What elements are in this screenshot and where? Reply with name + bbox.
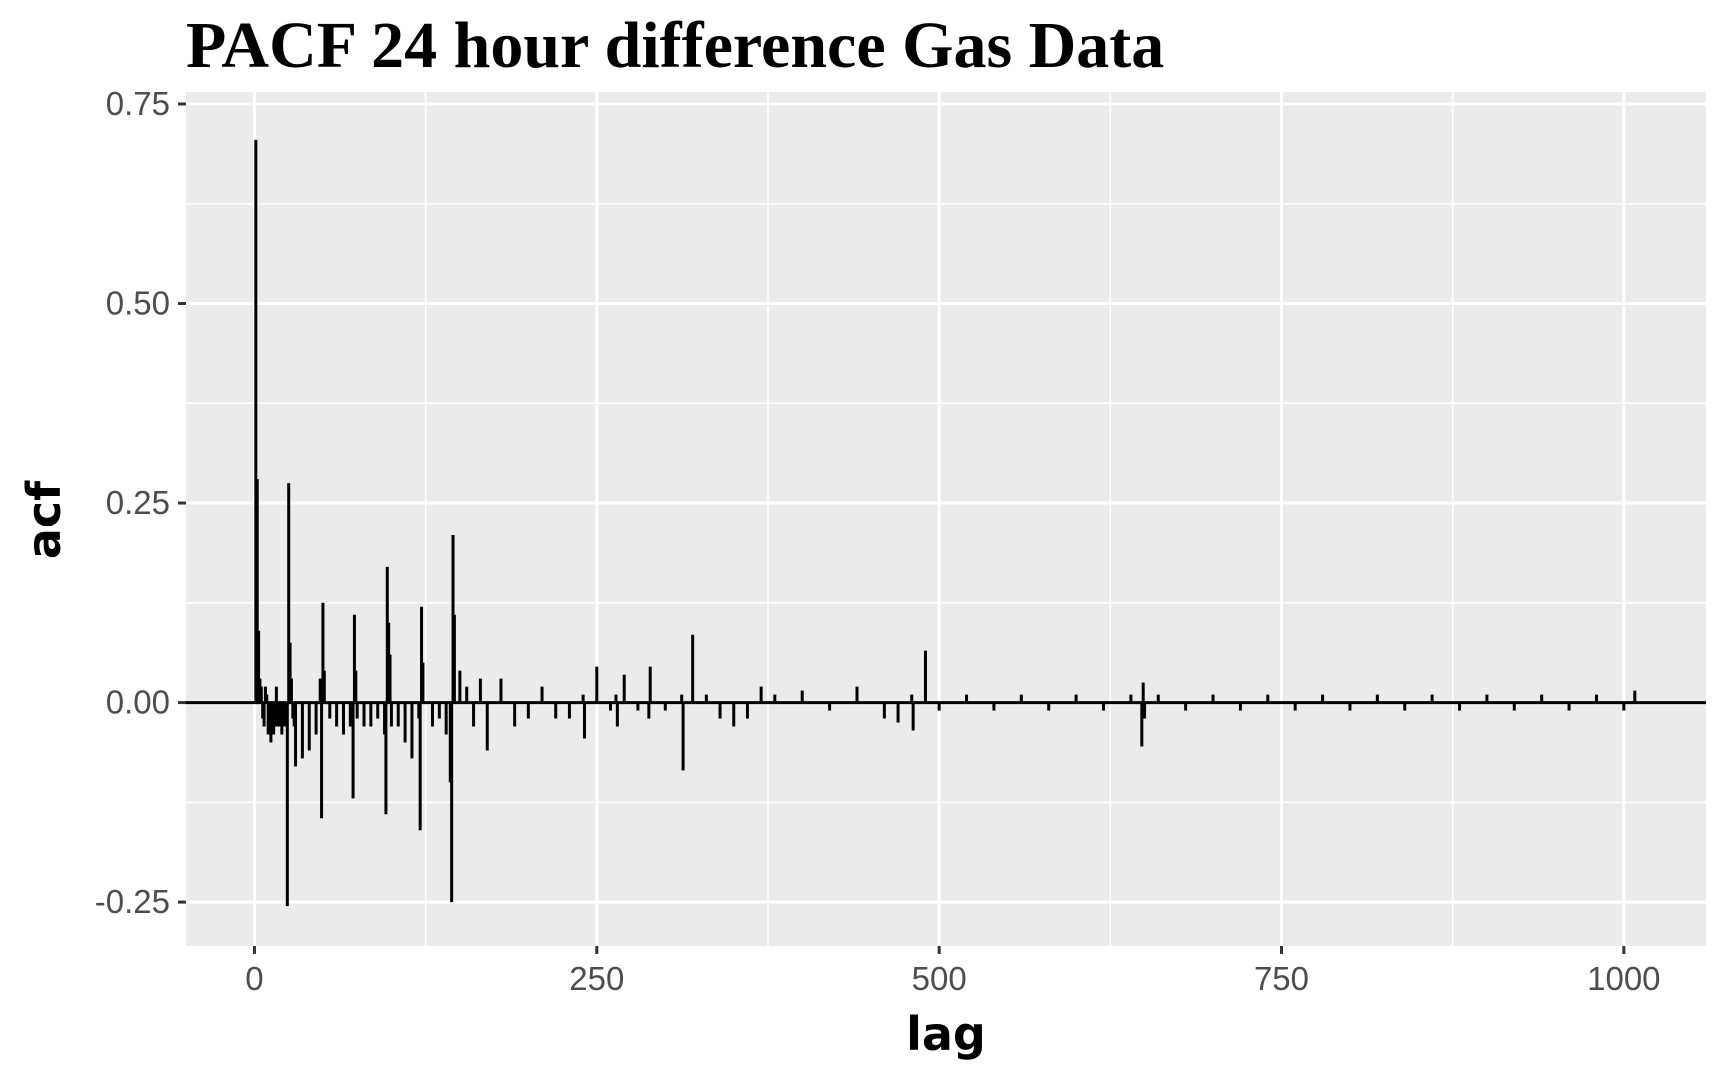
- spike-series: [254, 139, 1637, 907]
- x-axis-title: lag: [906, 1007, 986, 1061]
- y-tick-label: 0.25: [106, 484, 170, 521]
- grid-minor: [186, 92, 1706, 946]
- x-tick-label: 750: [1254, 960, 1309, 997]
- panel-background: [186, 92, 1706, 946]
- x-tick-label: 250: [569, 960, 624, 997]
- chart-title: PACF 24 hour difference Gas Data: [186, 9, 1164, 82]
- grid-major: [186, 92, 1706, 946]
- y-axis: -0.25 0.00 0.25 0.50 0.75: [95, 85, 186, 920]
- x-tick-label: 0: [245, 960, 263, 997]
- x-tick-label: 500: [912, 960, 967, 997]
- y-axis-title: acf: [17, 480, 71, 559]
- y-tick-label: -0.25: [95, 883, 170, 920]
- x-axis: 0 250 500 750 1000: [245, 946, 1661, 997]
- y-tick-label: 0.75: [106, 85, 170, 122]
- y-tick-label: 0.50: [106, 285, 170, 322]
- x-tick-label: 1000: [1587, 960, 1660, 997]
- y-tick-label: 0.00: [106, 684, 170, 721]
